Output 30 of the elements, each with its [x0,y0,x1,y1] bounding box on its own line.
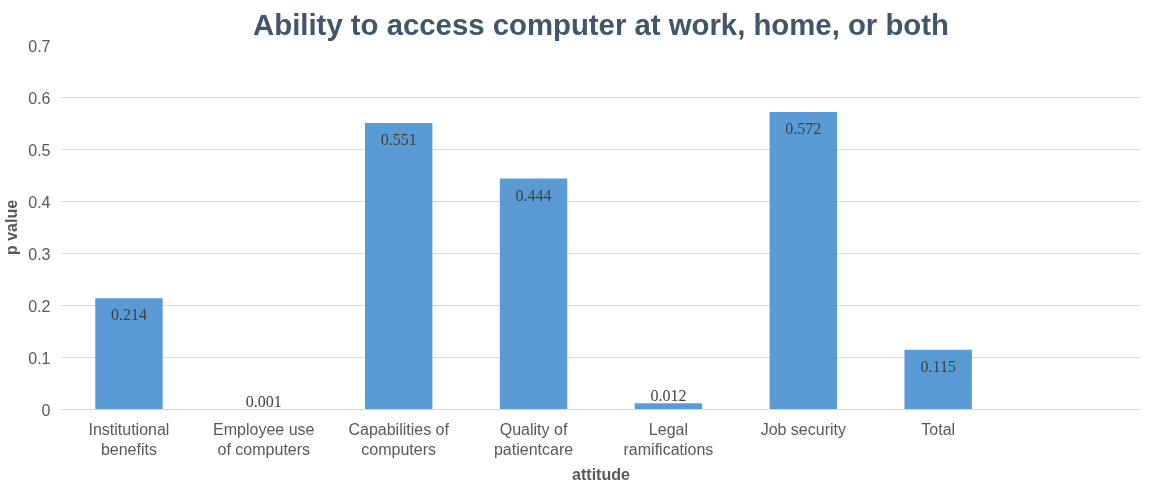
x-tick-label: Employee use of computers [213,420,315,458]
x-axis-title: attitude [572,465,630,483]
y-axis-title: p value [3,199,21,256]
bar [634,403,703,410]
bar [364,122,433,410]
y-tick-label: 0 [41,401,51,419]
x-tick-label: Legal ramifications [623,420,714,458]
x-tick-label: Institutional benefits [88,420,170,458]
y-tick-label: 0.4 [28,193,51,211]
data-label: 0.214 [110,306,147,324]
x-tick-label: Job security [760,420,846,438]
x-tick-label: Capabilities of computers [348,420,450,458]
data-label: 0.115 [920,357,956,375]
bar [769,112,838,410]
y-tick-label: 0.7 [28,37,51,55]
bar [95,298,163,410]
data-label: 0.551 [380,130,417,148]
data-label: 0.444 [515,186,552,204]
y-tick-label: 0.6 [28,89,51,107]
data-label: 0.572 [785,119,822,137]
bar [904,349,972,410]
data-label: 0.012 [650,387,687,405]
y-tick-label: 0.2 [28,297,51,315]
y-tick-label: 0.1 [28,349,51,367]
data-label: 0.001 [245,393,282,411]
bar [499,178,568,410]
chart-title: Ability to access computer at work, home, or both [253,7,949,41]
y-tick-label: 0.3 [28,245,51,263]
x-tick-label: Total [921,420,956,438]
y-tick-label: 0.5 [28,141,51,159]
